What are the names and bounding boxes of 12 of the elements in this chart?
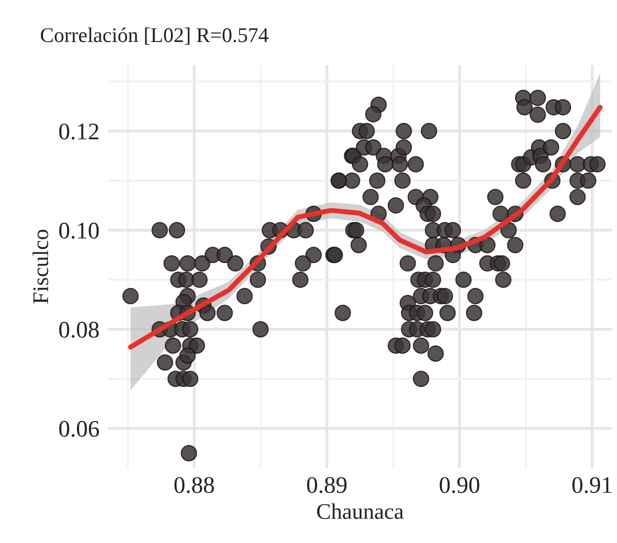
x-tick-label: 0.91 bbox=[572, 477, 612, 494]
x-tick-label: 0.90 bbox=[440, 477, 480, 494]
y-tick-label: 0.06 bbox=[59, 420, 99, 437]
y-tick-label: 0.10 bbox=[59, 222, 99, 239]
x-tick-label: 0.88 bbox=[174, 477, 214, 494]
chart-title: Correlación [L02] R=0.574 bbox=[40, 28, 268, 45]
y-tick-label: 0.08 bbox=[59, 322, 99, 338]
y-axis-title: Fisculco bbox=[32, 230, 48, 304]
x-axis-title: Chaunaca bbox=[317, 503, 404, 520]
x-tick-label: 0.89 bbox=[307, 477, 347, 494]
y-tick-label: 0.12 bbox=[59, 124, 98, 140]
line-series bbox=[128, 104, 603, 350]
